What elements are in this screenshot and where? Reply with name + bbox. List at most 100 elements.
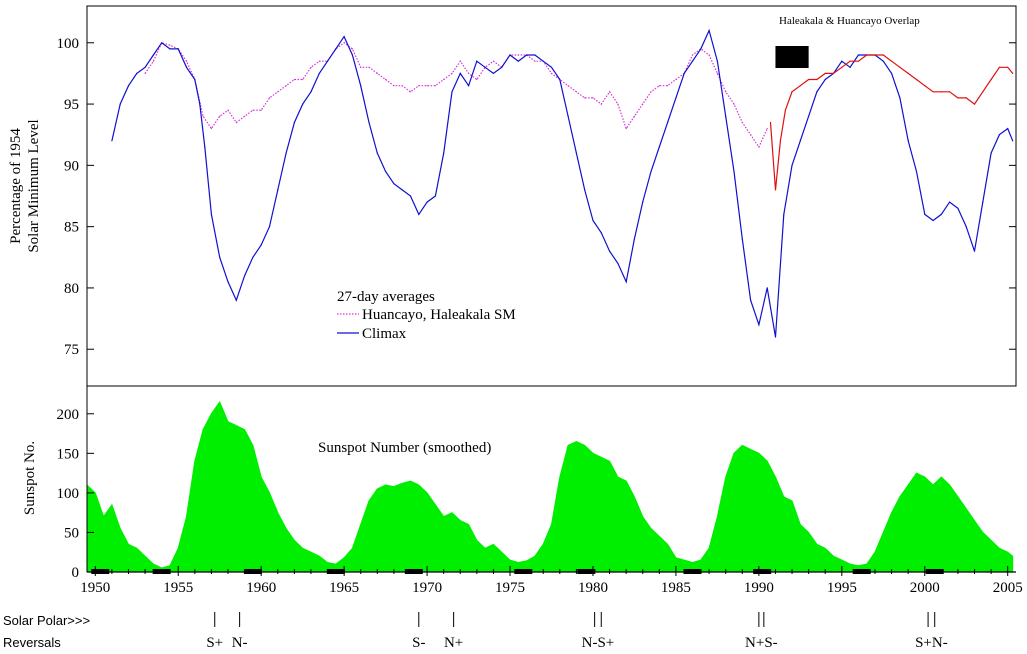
series-point [667,85,669,87]
lower-y-tick-label: 200 [57,407,80,423]
series-line-climax [111,28,1014,338]
series-point [252,256,254,258]
series-point [891,60,893,62]
legend-title: 27-day averages [337,289,435,305]
series-point [675,97,677,99]
series-point [998,66,1001,68]
sunspot-area [86,400,1014,573]
lower-y-tick-label: 100 [57,486,80,502]
upper-y-tick-label: 90 [64,158,79,174]
series-point [559,78,561,81]
series-point [152,60,154,62]
series-point [584,189,586,191]
series-point [625,281,627,283]
series-point [769,121,772,124]
series-point [476,78,478,81]
x-tick-label: 1995 [827,580,857,596]
series-point [708,54,710,56]
series-point [708,29,710,32]
legend: 27-day averages Huancayo, Haleakala SM C… [337,289,516,342]
series-point [808,115,810,117]
series-point [235,121,237,124]
series-point [310,66,312,68]
series-point [725,91,727,93]
series-point [1012,140,1014,142]
series-point [658,85,660,87]
series-point [592,219,594,222]
series-point [426,201,428,203]
series-point [534,60,536,62]
polar-events: S+ N- S- N+ N-S+ N+S- S+N- [206,612,948,651]
polar-label: N+S- [745,635,778,651]
axis-marker [514,569,533,574]
series-point [318,72,320,74]
series-point [857,60,860,62]
series-point [924,213,926,215]
upper-series-group [111,28,1014,338]
x-tick-label: 1975 [495,580,525,596]
series-point [940,213,942,215]
series-point [418,85,420,87]
series-point [277,189,279,191]
series-point [957,207,959,209]
series-point [393,85,395,87]
upper-y-ticks: 75 80 85 90 95 100 [57,36,1016,358]
upper-y-tick-label: 85 [64,220,79,236]
series-point [783,213,785,215]
series-point [227,281,229,283]
series-point [285,85,287,87]
series-line-haleakala [769,54,1014,190]
series-point [741,238,743,240]
series-point [177,48,179,50]
polar-label: S+N- [915,635,948,651]
series-point [426,85,428,87]
series-point [542,60,544,62]
series-point [302,103,304,105]
series-point [418,213,420,215]
series-point [310,91,312,93]
series-point [144,66,146,68]
polar-label: S- [412,635,425,651]
series-point [335,48,337,50]
series-point [824,78,826,81]
polar-label: N- [232,635,248,651]
series-point [609,250,611,252]
series-point [982,91,984,93]
series-point [907,140,909,142]
series-point [199,103,201,105]
series-point [849,66,851,68]
series-point [409,195,412,197]
series-point [185,60,188,62]
series-point [235,299,237,301]
series-point [750,299,752,301]
solar-polar-reversals: Solar Polar>>> Reversals S+ N- S- N+ N-S+ N+S… [3,612,948,651]
series-point [285,152,287,154]
series-point [808,78,810,81]
series-point [169,48,171,50]
polar-label-line2: Reversals [3,635,61,650]
x-tick-label: 1980 [578,580,608,596]
series-point [111,140,113,142]
series-point [210,213,212,215]
series-point [393,183,395,185]
x-tick-label: 2005 [993,580,1023,596]
series-point [509,54,511,56]
axis-marker [326,569,345,574]
series-point [832,72,835,74]
x-tick-label: 1955 [163,580,193,596]
series-point [351,48,353,50]
series-point [260,109,262,111]
series-point [799,85,801,87]
series-point [1012,72,1014,74]
series-point [152,54,154,56]
series-point [816,91,818,93]
series-point [302,78,304,81]
series-point [600,103,602,105]
series-point [210,128,212,130]
series-point [874,54,876,56]
axis-marker [852,569,871,574]
series-point [949,91,951,93]
lower-y-tick-label: 150 [57,446,80,462]
lower-y-tick-label: 50 [64,525,79,541]
